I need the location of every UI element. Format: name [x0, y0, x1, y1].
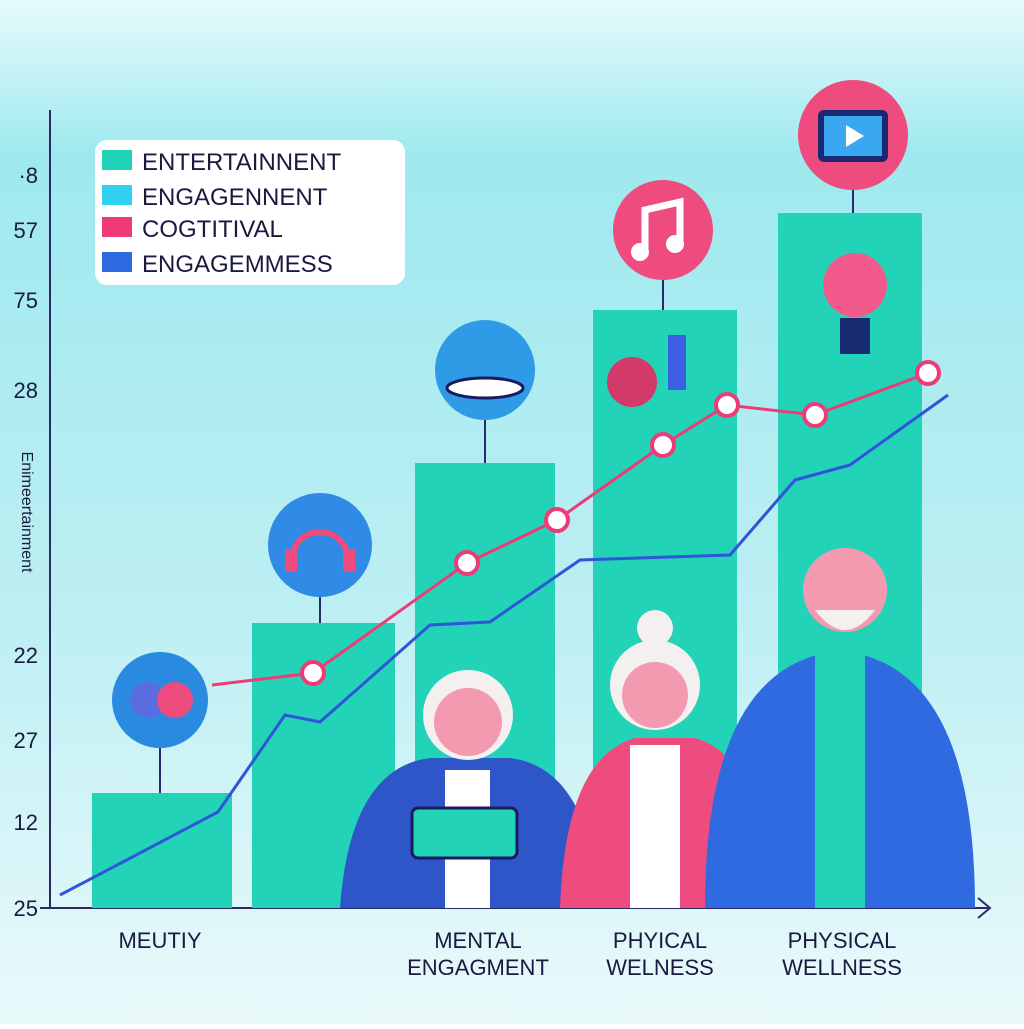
bar — [92, 793, 232, 908]
y-tick-label: 27 — [14, 728, 38, 753]
y-tick-label: 75 — [14, 288, 38, 313]
legend-label: COGTITIVAL — [142, 216, 283, 243]
x-tick-label: PHYICAL — [613, 928, 707, 953]
pink-line — [211, 371, 929, 687]
icons — [112, 80, 908, 748]
x-tick-label: MENTAL — [434, 928, 522, 953]
x-tick-label: WELLNESS — [782, 955, 902, 980]
legend-swatches — [102, 150, 132, 272]
icon-stems — [159, 190, 854, 793]
pink-points — [300, 360, 941, 686]
x-axis-arrow — [977, 897, 992, 919]
people — [340, 548, 975, 908]
legend-label: ENGAGENNENT — [142, 184, 328, 211]
y-tick-label: 57 — [14, 218, 38, 243]
y-axis-title: Enimeertainment — [18, 452, 35, 574]
legend-label: ENTERTAINNENT — [142, 149, 341, 176]
legend-box — [95, 140, 405, 285]
x-tick-label: MEUTIY — [118, 928, 201, 953]
y-tick-label: 12 — [14, 810, 38, 835]
y-tick-label: 25 — [14, 896, 38, 921]
x-tick-label: PHYSICAL — [788, 928, 897, 953]
legend-label: ENGAGEMMESS — [142, 251, 333, 278]
x-tick-label: WELNESS — [606, 955, 714, 980]
y-tick-label: 28 — [14, 378, 38, 403]
y-tick-label: ·8 — [18, 163, 38, 188]
blue-line — [59, 393, 949, 897]
y-tick-label: 22 — [14, 643, 38, 668]
x-tick-label: ENGAGMENT — [407, 955, 549, 980]
